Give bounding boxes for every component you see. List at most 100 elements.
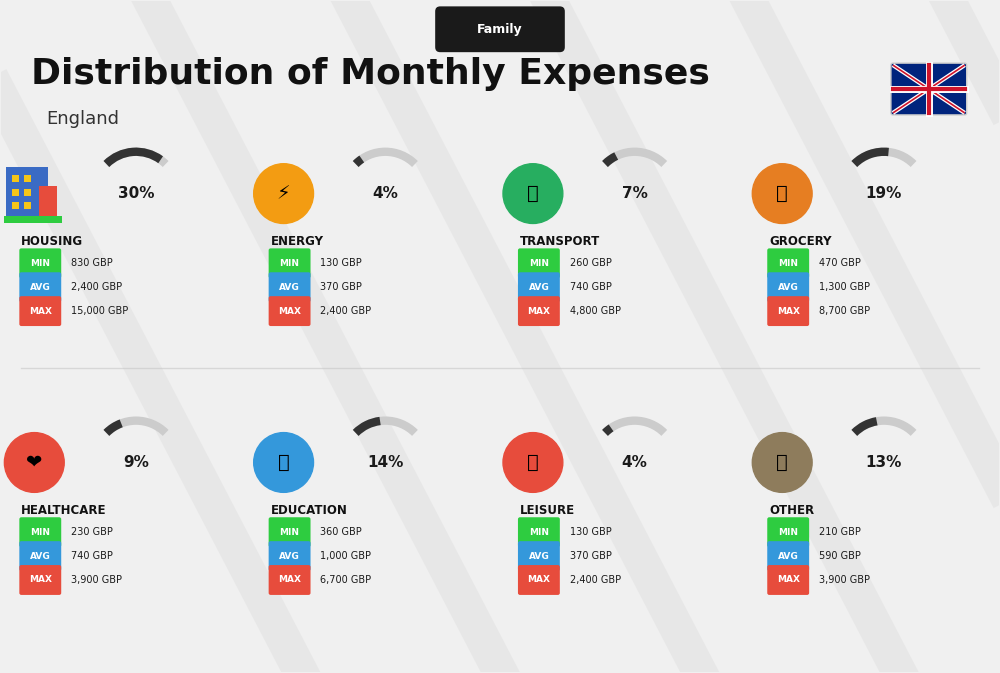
FancyBboxPatch shape <box>767 518 809 547</box>
FancyBboxPatch shape <box>19 273 61 302</box>
Text: MAX: MAX <box>278 575 301 584</box>
Text: EDUCATION: EDUCATION <box>271 504 348 518</box>
FancyBboxPatch shape <box>767 565 809 595</box>
FancyBboxPatch shape <box>518 273 560 302</box>
Text: 260 GBP: 260 GBP <box>570 258 612 269</box>
Text: ⚡: ⚡ <box>277 184 290 203</box>
Text: TRANSPORT: TRANSPORT <box>520 236 600 248</box>
Circle shape <box>503 433 563 493</box>
FancyBboxPatch shape <box>269 541 311 571</box>
Text: AVG: AVG <box>529 552 549 561</box>
Text: Family: Family <box>477 23 523 36</box>
Circle shape <box>254 164 314 223</box>
Text: GROCERY: GROCERY <box>769 236 832 248</box>
Text: 360 GBP: 360 GBP <box>320 527 362 537</box>
Text: 🚌: 🚌 <box>527 184 539 203</box>
FancyBboxPatch shape <box>269 248 311 278</box>
Text: Distribution of Monthly Expenses: Distribution of Monthly Expenses <box>31 57 710 91</box>
FancyBboxPatch shape <box>518 518 560 547</box>
Circle shape <box>752 433 812 493</box>
Text: 740 GBP: 740 GBP <box>570 282 612 292</box>
Text: MIN: MIN <box>529 259 549 268</box>
Text: OTHER: OTHER <box>769 504 814 518</box>
FancyBboxPatch shape <box>19 541 61 571</box>
FancyBboxPatch shape <box>435 6 565 52</box>
FancyBboxPatch shape <box>518 565 560 595</box>
FancyBboxPatch shape <box>6 167 48 219</box>
Text: 🎓: 🎓 <box>278 453 289 472</box>
Text: MAX: MAX <box>777 307 800 316</box>
Text: AVG: AVG <box>778 552 799 561</box>
FancyBboxPatch shape <box>24 201 31 209</box>
Text: 740 GBP: 740 GBP <box>71 551 113 561</box>
Circle shape <box>752 164 812 223</box>
Text: 2,400 GBP: 2,400 GBP <box>570 575 621 585</box>
Text: ❤️: ❤️ <box>26 453 42 472</box>
FancyBboxPatch shape <box>12 201 19 209</box>
Circle shape <box>4 433 64 493</box>
Text: 230 GBP: 230 GBP <box>71 527 113 537</box>
Text: AVG: AVG <box>279 552 300 561</box>
Text: HOUSING: HOUSING <box>21 236 83 248</box>
FancyBboxPatch shape <box>19 248 61 278</box>
Text: MIN: MIN <box>778 259 798 268</box>
FancyBboxPatch shape <box>24 188 31 196</box>
FancyBboxPatch shape <box>518 248 560 278</box>
Text: 9%: 9% <box>123 455 149 470</box>
Text: MAX: MAX <box>527 575 550 584</box>
Text: 🛍️: 🛍️ <box>527 453 539 472</box>
FancyBboxPatch shape <box>269 273 311 302</box>
Text: 4%: 4% <box>622 455 648 470</box>
FancyBboxPatch shape <box>4 217 62 223</box>
Text: MAX: MAX <box>29 575 52 584</box>
Text: 370 GBP: 370 GBP <box>570 551 612 561</box>
Text: 130 GBP: 130 GBP <box>320 258 362 269</box>
Text: 1,300 GBP: 1,300 GBP <box>819 282 870 292</box>
FancyBboxPatch shape <box>19 296 61 326</box>
Text: AVG: AVG <box>529 283 549 291</box>
Text: MAX: MAX <box>777 575 800 584</box>
Text: 4%: 4% <box>372 186 398 201</box>
Text: 370 GBP: 370 GBP <box>320 282 362 292</box>
Text: AVG: AVG <box>30 283 51 291</box>
FancyBboxPatch shape <box>767 541 809 571</box>
FancyBboxPatch shape <box>12 188 19 196</box>
Text: 8,700 GBP: 8,700 GBP <box>819 306 870 316</box>
FancyBboxPatch shape <box>19 518 61 547</box>
FancyBboxPatch shape <box>518 296 560 326</box>
Text: AVG: AVG <box>30 552 51 561</box>
Text: 830 GBP: 830 GBP <box>71 258 113 269</box>
Text: HEALTHCARE: HEALTHCARE <box>21 504 107 518</box>
Text: LEISURE: LEISURE <box>520 504 575 518</box>
Text: MIN: MIN <box>280 528 300 536</box>
FancyBboxPatch shape <box>39 186 57 219</box>
Text: 30%: 30% <box>118 186 154 201</box>
Text: MAX: MAX <box>527 307 550 316</box>
Text: MIN: MIN <box>778 528 798 536</box>
FancyBboxPatch shape <box>269 296 311 326</box>
Text: 3,900 GBP: 3,900 GBP <box>819 575 870 585</box>
Text: 19%: 19% <box>866 186 902 201</box>
FancyBboxPatch shape <box>767 273 809 302</box>
FancyBboxPatch shape <box>269 565 311 595</box>
Text: MIN: MIN <box>30 259 50 268</box>
Text: 130 GBP: 130 GBP <box>570 527 612 537</box>
FancyBboxPatch shape <box>767 296 809 326</box>
Text: 2,400 GBP: 2,400 GBP <box>71 282 122 292</box>
Text: 210 GBP: 210 GBP <box>819 527 861 537</box>
Text: 2,400 GBP: 2,400 GBP <box>320 306 372 316</box>
FancyBboxPatch shape <box>19 565 61 595</box>
Text: 4,800 GBP: 4,800 GBP <box>570 306 621 316</box>
Text: 🛒: 🛒 <box>776 184 788 203</box>
Text: MAX: MAX <box>29 307 52 316</box>
FancyBboxPatch shape <box>891 63 967 115</box>
Text: 💰: 💰 <box>776 453 788 472</box>
Text: 13%: 13% <box>866 455 902 470</box>
Text: England: England <box>46 110 119 128</box>
Text: AVG: AVG <box>279 283 300 291</box>
FancyBboxPatch shape <box>518 541 560 571</box>
FancyBboxPatch shape <box>269 518 311 547</box>
FancyBboxPatch shape <box>12 175 19 182</box>
Text: ENERGY: ENERGY <box>271 236 324 248</box>
Text: MIN: MIN <box>30 528 50 536</box>
